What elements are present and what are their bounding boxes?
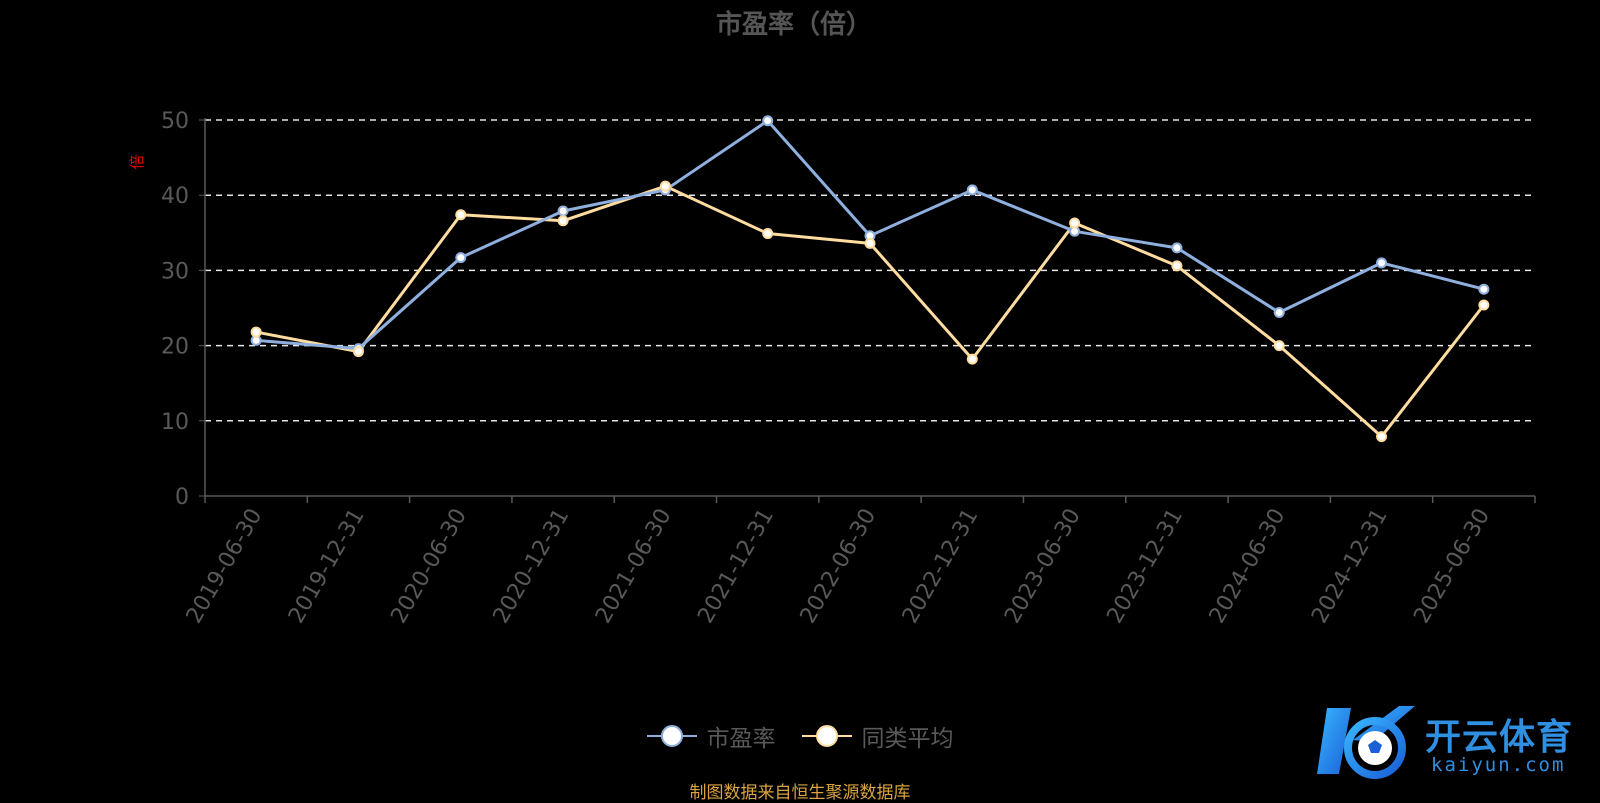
x-tick-label: 2023-12-31 (1103, 505, 1189, 628)
x-tick-label: 2024-06-30 (1205, 505, 1291, 628)
legend-line-circle-icon (801, 725, 852, 747)
data-point (762, 228, 774, 240)
legend-line-circle-icon (646, 725, 697, 747)
data-point (1478, 283, 1490, 295)
x-tick-label: 2023-06-30 (1000, 505, 1086, 628)
data-point (659, 180, 671, 192)
data-point (250, 326, 262, 338)
x-tick-label: 2020-06-30 (386, 505, 472, 628)
x-tick-label: 2021-12-31 (693, 505, 779, 628)
legend-item-pe[interactable]: 市盈率 (646, 719, 776, 753)
y-tick-label: 10 (161, 410, 189, 435)
data-point (1273, 307, 1285, 319)
x-tick-label: 2024-12-31 (1307, 505, 1393, 628)
x-tick-label: 2020-12-31 (489, 505, 575, 628)
legend-label-pe: 市盈率 (706, 726, 776, 752)
y-tick-label: 50 (161, 109, 189, 134)
x-tick-label: 2019-12-31 (284, 505, 370, 628)
data-point (1273, 340, 1285, 352)
legend: 市盈率 同类平均 (0, 718, 1600, 754)
data-point (1376, 431, 1388, 443)
x-tick-label: 2022-12-31 (898, 504, 984, 627)
y-tick-label: 0 (175, 485, 189, 510)
data-point (352, 346, 364, 358)
legend-item-peer-average[interactable]: 同类平均 (801, 719, 954, 753)
data-point (455, 209, 467, 221)
x-tick-label: 2022-06-30 (796, 505, 882, 628)
y-tick-label: 30 (161, 259, 189, 284)
soccer-ball-logo-icon (1317, 706, 1415, 779)
watermark-domain: kaiyun.com (1431, 754, 1566, 776)
y-axis-label: 倍 (128, 154, 146, 169)
data-point (1069, 217, 1081, 229)
data-point (1478, 299, 1490, 311)
series-line (255, 184, 1486, 439)
series-lines (250, 115, 1490, 443)
data-point (455, 252, 467, 264)
data-point (557, 215, 569, 227)
data-point (966, 184, 978, 196)
x-tick-label: 2025-06-30 (1409, 505, 1495, 628)
data-point (762, 115, 774, 127)
legend-label-peer-average: 同类平均 (861, 726, 954, 752)
grid-lines (205, 119, 1535, 422)
axes: 0 10 20 30 40 50 2019-06-30 2019-12-31 2020-06-3… (161, 109, 1536, 628)
data-point (1376, 257, 1388, 269)
x-tick-label: 2021-06-30 (591, 505, 677, 628)
data-point (864, 237, 876, 249)
y-tick-label: 40 (161, 184, 189, 209)
data-point (966, 353, 978, 365)
data-point (557, 205, 569, 217)
data-point (1171, 260, 1183, 272)
watermark-name: 开云体育 (1425, 717, 1574, 758)
data-point (1171, 242, 1183, 254)
x-tick-label: 2019-06-30 (182, 505, 268, 628)
source-note: 制图数据来自恒生聚源数据库 (689, 783, 911, 803)
chart-title: 市盈率（倍） (716, 9, 872, 40)
watermark-logo: 开云体育 kaiyun.com (1313, 700, 1593, 786)
y-tick-label: 20 (161, 335, 189, 360)
